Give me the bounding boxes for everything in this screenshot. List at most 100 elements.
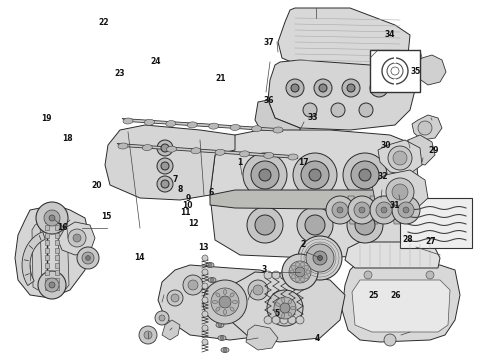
Text: 2: 2: [300, 240, 305, 249]
Ellipse shape: [215, 149, 225, 155]
Ellipse shape: [275, 310, 280, 313]
Ellipse shape: [288, 312, 292, 316]
Polygon shape: [15, 205, 90, 298]
Text: 10: 10: [182, 201, 193, 210]
Circle shape: [161, 144, 169, 152]
Circle shape: [304, 275, 309, 279]
Text: 15: 15: [101, 212, 112, 220]
Circle shape: [306, 244, 334, 272]
Circle shape: [73, 234, 81, 242]
Ellipse shape: [223, 310, 226, 315]
Text: 12: 12: [188, 219, 199, 228]
Circle shape: [370, 79, 388, 97]
Polygon shape: [392, 196, 400, 224]
Circle shape: [167, 290, 183, 306]
Text: 24: 24: [150, 57, 161, 66]
Circle shape: [208, 263, 212, 267]
Circle shape: [36, 202, 68, 234]
Text: 20: 20: [92, 181, 102, 190]
Circle shape: [203, 280, 247, 324]
Circle shape: [355, 215, 375, 235]
Circle shape: [280, 271, 288, 279]
Ellipse shape: [230, 125, 240, 130]
Circle shape: [264, 271, 272, 279]
Circle shape: [161, 180, 169, 188]
Polygon shape: [342, 265, 460, 342]
Circle shape: [157, 158, 173, 174]
Circle shape: [331, 103, 345, 117]
Ellipse shape: [240, 151, 249, 157]
Circle shape: [306, 270, 310, 274]
Bar: [45, 278, 49, 283]
Circle shape: [305, 215, 325, 235]
Polygon shape: [228, 272, 345, 342]
Circle shape: [49, 215, 55, 221]
Bar: [45, 285, 49, 290]
Circle shape: [296, 316, 304, 324]
Ellipse shape: [288, 300, 292, 304]
Ellipse shape: [282, 313, 285, 318]
Text: 25: 25: [368, 291, 379, 300]
Circle shape: [253, 285, 263, 295]
Circle shape: [272, 271, 280, 279]
Bar: [55, 255, 59, 260]
Bar: [45, 270, 49, 275]
Polygon shape: [415, 55, 446, 85]
Text: 6: 6: [208, 188, 213, 197]
Text: 26: 26: [391, 291, 401, 300]
Polygon shape: [255, 100, 300, 140]
Ellipse shape: [166, 121, 176, 127]
Circle shape: [157, 176, 173, 192]
Circle shape: [68, 229, 86, 247]
Circle shape: [386, 178, 414, 206]
Circle shape: [202, 339, 208, 345]
Circle shape: [384, 334, 396, 346]
Text: 7: 7: [173, 175, 178, 184]
Circle shape: [297, 207, 333, 243]
Text: 36: 36: [263, 96, 274, 105]
Bar: [45, 255, 49, 260]
Bar: [400, 198, 472, 248]
Ellipse shape: [275, 303, 280, 306]
Circle shape: [38, 271, 66, 299]
Circle shape: [159, 315, 165, 321]
Bar: [55, 270, 59, 275]
Circle shape: [300, 278, 304, 282]
Bar: [370, 50, 420, 92]
Text: 23: 23: [115, 69, 125, 78]
Text: 9: 9: [186, 194, 191, 203]
Ellipse shape: [211, 292, 219, 297]
Circle shape: [337, 207, 343, 213]
Bar: [45, 263, 49, 268]
Circle shape: [295, 262, 299, 266]
Bar: [45, 248, 49, 253]
Polygon shape: [378, 140, 422, 175]
Polygon shape: [162, 320, 180, 340]
Polygon shape: [345, 242, 440, 268]
Text: 5: 5: [274, 309, 279, 318]
Bar: [55, 218, 59, 223]
Bar: [55, 285, 59, 290]
Polygon shape: [122, 118, 283, 131]
Bar: [45, 225, 49, 230]
Circle shape: [77, 247, 99, 269]
Circle shape: [295, 267, 305, 277]
Circle shape: [398, 202, 414, 218]
Bar: [55, 240, 59, 245]
Polygon shape: [402, 135, 435, 165]
Circle shape: [288, 271, 296, 279]
Bar: [55, 225, 59, 230]
Circle shape: [319, 84, 327, 92]
Ellipse shape: [208, 278, 216, 283]
Circle shape: [347, 84, 355, 92]
Text: 18: 18: [62, 134, 73, 143]
Circle shape: [210, 278, 214, 282]
Circle shape: [347, 207, 383, 243]
Circle shape: [354, 202, 370, 218]
Ellipse shape: [145, 119, 154, 125]
Circle shape: [286, 79, 304, 97]
Ellipse shape: [232, 301, 238, 303]
Bar: [55, 263, 59, 268]
Circle shape: [280, 316, 288, 324]
Circle shape: [289, 261, 311, 283]
